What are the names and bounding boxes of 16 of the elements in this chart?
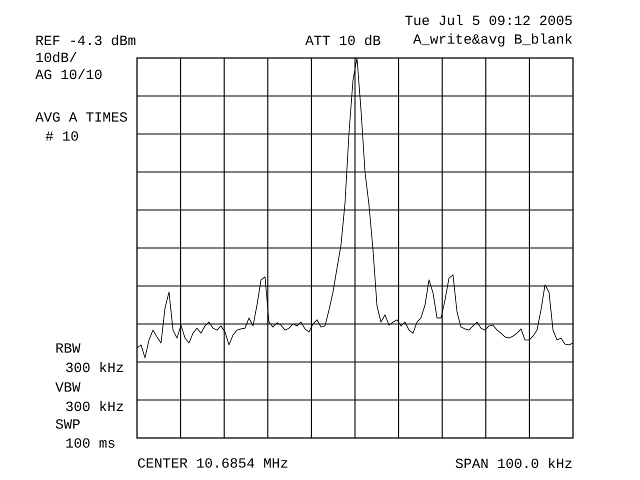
text: A_write&avg B_blank — [413, 33, 572, 47]
text: CENTER 10.6854 MHz — [138, 458, 288, 468]
text: REF -4.3 dBm — [36, 34, 136, 46]
text: 300 kHz — [66, 362, 123, 372]
text: 10dB/ — [36, 52, 76, 62]
text: Tue Jul 5 09:12 2005 — [405, 14, 572, 26]
text: SWP — [56, 419, 80, 429]
text: AVG A TIMES — [35, 112, 127, 122]
text: ATT 10 dB — [305, 34, 380, 46]
text: AG 10/10 — [35, 68, 102, 80]
text: VBW — [55, 382, 80, 392]
text: SPAN 100.0 kHz — [456, 458, 572, 468]
text: # 10 — [46, 131, 78, 141]
text: 100 ms — [66, 438, 115, 448]
text: 300 kHz — [66, 400, 123, 412]
text: RBW — [56, 343, 80, 353]
